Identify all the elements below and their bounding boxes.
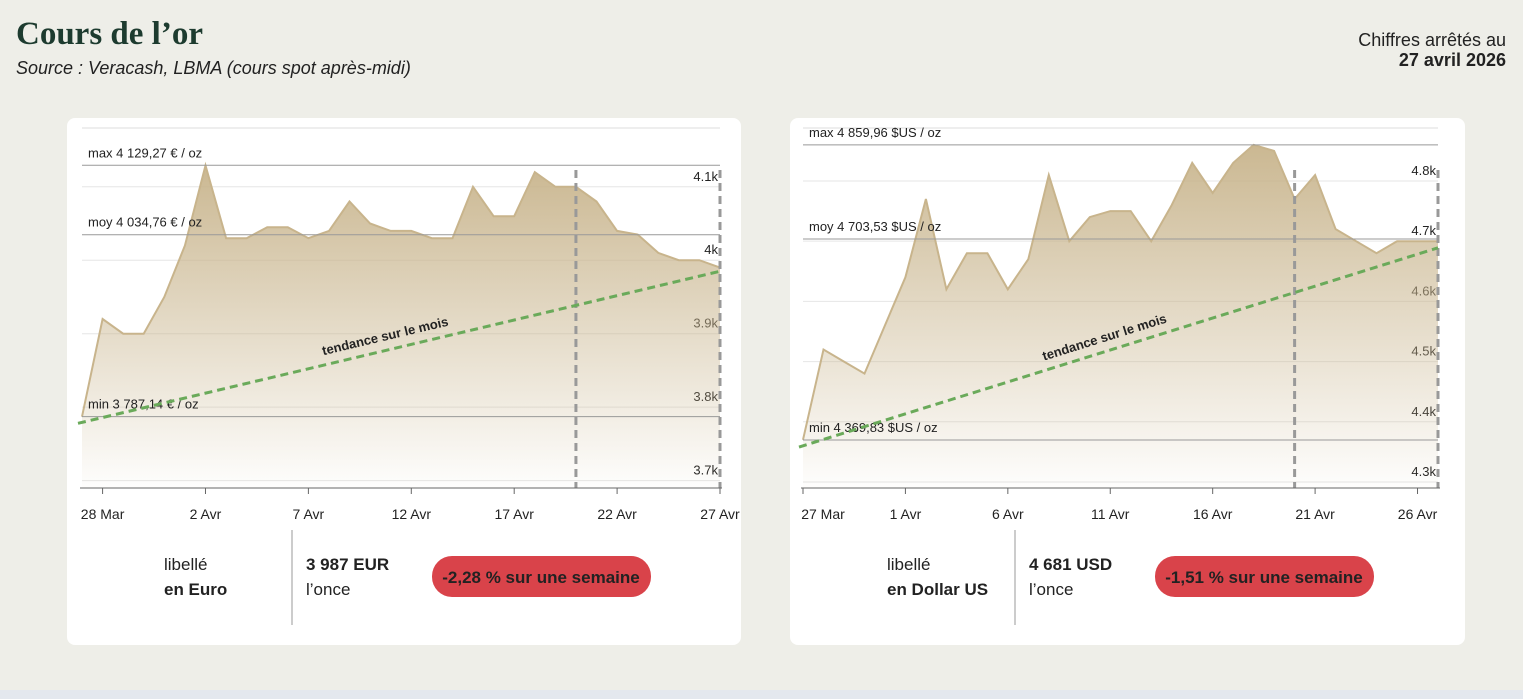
x-tick-label: 27 Mar (801, 506, 845, 522)
trend-line (798, 246, 1439, 449)
y-tick-label: 4k (704, 242, 718, 257)
area-fill (82, 165, 720, 488)
bottom-strip (0, 690, 1523, 699)
price-unit: l’once (1029, 580, 1073, 599)
title: Cours de l’or (16, 16, 203, 52)
change-pill (432, 556, 651, 597)
x-tick-label: 12 Avr (392, 506, 432, 522)
x-tick-label: 28 Mar (81, 506, 125, 522)
x-tick-label: 26 Avr (1398, 506, 1438, 522)
reference-label: moy 4 034,76 € / oz (88, 215, 202, 230)
trend-line (77, 269, 721, 425)
price: 3 987 EUR (306, 555, 389, 574)
x-tick-label: 22 Avr (597, 506, 637, 522)
reference-label: max 4 859,96 $US / oz (809, 125, 941, 140)
source: Source : Veracash, LBMA (cours spot aprè… (16, 58, 411, 78)
x-tick-label: 21 Avr (1295, 506, 1335, 522)
panel-label: libellé (887, 555, 930, 574)
y-tick-label: 4.8k (1411, 163, 1436, 178)
reference-label: moy 4 703,53 $US / oz (809, 219, 941, 234)
change-pill (1155, 556, 1374, 597)
reference-label: min 4 369,83 $US / oz (809, 420, 938, 435)
line (802, 143, 1438, 441)
x-tick-label: 16 Avr (1193, 506, 1233, 522)
x-tick-label: 1 Avr (890, 506, 922, 522)
x-tick-label: 17 Avr (494, 506, 534, 522)
change: -1,51 % sur une semaine (1165, 568, 1362, 587)
x-tick-label: 2 Avr (190, 506, 222, 522)
panel-currency: en Dollar US (887, 580, 988, 599)
area-fill (803, 144, 1438, 488)
x-tick-label: 7 Avr (293, 506, 325, 522)
line (81, 161, 721, 417)
as-of-label: Chiffres arrêtés au (1358, 30, 1506, 50)
panel-label: libellé (164, 555, 207, 574)
x-tick-label: 27 Avr (700, 506, 740, 522)
price-unit: l’once (306, 580, 350, 599)
price: 4 681 USD (1029, 555, 1112, 574)
y-tick-label: 4.1k (693, 169, 718, 184)
reference-label: max 4 129,27 € / oz (88, 145, 202, 160)
x-tick-label: 6 Avr (992, 506, 1024, 522)
as-of-date: 27 avril 2026 (1399, 50, 1506, 70)
x-tick-label: 11 Avr (1091, 506, 1130, 522)
change: -2,28 % sur une semaine (442, 568, 639, 587)
y-tick-label: 4.7k (1411, 223, 1436, 238)
panel-currency: en Euro (164, 580, 227, 599)
